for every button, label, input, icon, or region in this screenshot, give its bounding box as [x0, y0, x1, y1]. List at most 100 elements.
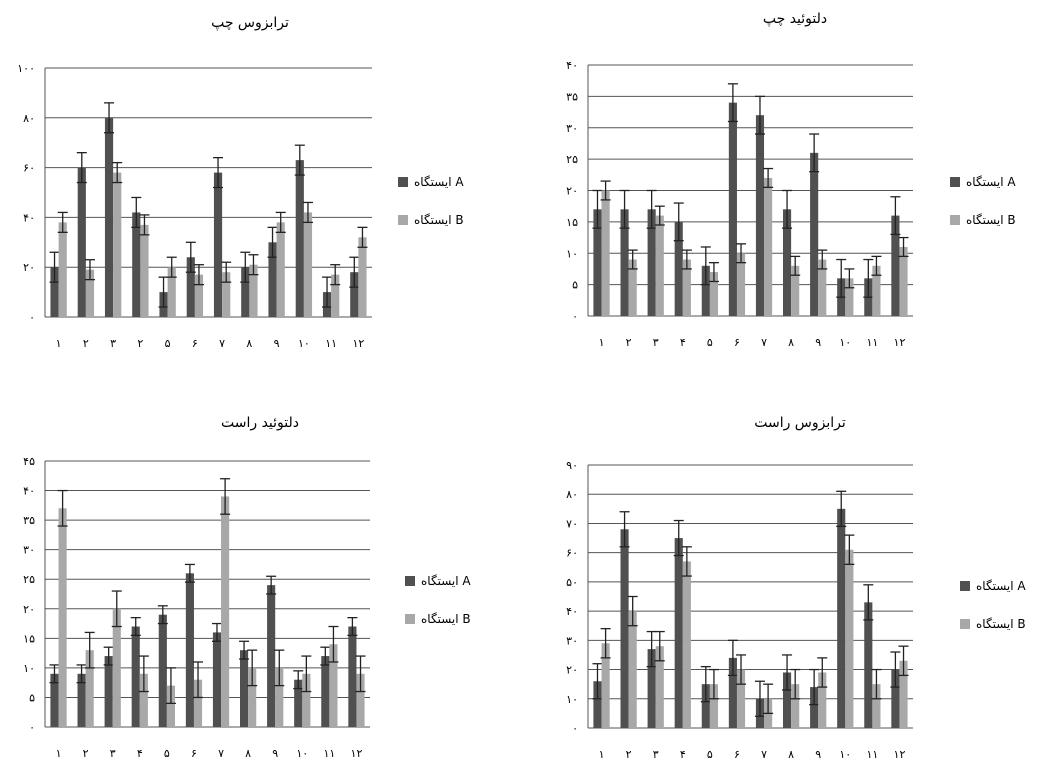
x-tick-label: ۷ [761, 748, 767, 761]
x-tick-label: ۸ [245, 747, 251, 760]
y-tick-label: ۲۰ [566, 185, 578, 198]
x-tick-label: ۹ [815, 748, 821, 761]
y-tick-label: ۳۵ [23, 514, 35, 527]
bar [194, 274, 204, 317]
bar [275, 667, 284, 727]
y-tick-label: ۱۵ [23, 632, 35, 645]
bar [872, 265, 881, 316]
bar [140, 224, 149, 317]
y-tick-label: ۱۰ [566, 247, 578, 260]
legend-swatch [398, 177, 408, 187]
x-tick-label: ۱ [56, 747, 62, 760]
bar [240, 650, 249, 727]
bar [329, 644, 338, 727]
legend-swatch [960, 581, 970, 591]
bar [655, 646, 664, 728]
y-tick-label: ۳۰ [566, 634, 578, 647]
bar [845, 278, 854, 316]
y-tick-label: ۰ [29, 721, 35, 734]
x-tick-label: ۵ [165, 337, 171, 350]
bar [267, 585, 276, 727]
bar [818, 672, 827, 728]
y-tick-label: ۵ [29, 691, 35, 704]
bar [276, 222, 285, 317]
y-tick-label: ۱۰۰ [17, 62, 35, 75]
x-tick-label: ۳ [110, 337, 116, 350]
chart-title: دلتوئید چپ [763, 11, 827, 27]
x-tick-label: ۱۲ [351, 747, 363, 760]
bar [167, 267, 176, 317]
y-tick-label: ۰ [29, 311, 35, 324]
x-tick-label: ۲ [83, 337, 89, 350]
y-tick-label: ۷۰ [566, 517, 578, 530]
x-tick-label: ۹ [815, 336, 821, 349]
x-tick-label: ۱۰ [298, 337, 310, 350]
x-tick-label: ۱۱ [323, 747, 335, 760]
bar [891, 669, 900, 728]
bar [348, 626, 357, 727]
bar [294, 679, 303, 727]
bar [682, 561, 691, 728]
x-tick-label: ۳ [653, 748, 659, 761]
x-tick-label: ۱۰ [839, 336, 851, 349]
x-tick-label: ۶ [734, 336, 740, 349]
bar [837, 508, 846, 728]
x-tick-label: ۴ [137, 747, 143, 760]
legend-swatch [950, 215, 960, 225]
bar [303, 212, 313, 317]
y-tick-label: ۶۰ [23, 162, 35, 175]
x-tick-label: ۲ [626, 748, 632, 761]
legend-swatch [960, 619, 970, 629]
x-tick-label: ۶ [734, 748, 740, 761]
bar [628, 259, 637, 316]
y-tick-label: ۳۰ [23, 544, 35, 557]
bar [709, 684, 718, 728]
bar [268, 242, 277, 317]
x-tick-label: ۱۱ [866, 336, 878, 349]
bar [321, 656, 330, 727]
chart-title: دلتوئید راست [221, 415, 299, 431]
legend-label: ایستگاه B [976, 617, 1026, 631]
bar [85, 650, 94, 727]
y-tick-label: ۱۵ [566, 216, 578, 229]
legend-swatch [405, 614, 415, 624]
legend-label: ایستگاه A [421, 574, 471, 588]
bar [674, 221, 683, 316]
legend-swatch [950, 177, 960, 187]
legend-swatch [398, 215, 408, 225]
bar [58, 222, 67, 317]
bar [709, 272, 718, 316]
bar [728, 102, 737, 317]
y-tick-label: ۱۰ [23, 662, 35, 675]
bar [783, 672, 792, 728]
x-tick-label: ۲ [137, 337, 143, 350]
bar [249, 264, 258, 317]
bar [620, 209, 629, 316]
bar [899, 660, 908, 728]
x-tick-label: ۸ [788, 748, 794, 761]
bar [791, 684, 800, 728]
x-tick-label: ۹ [272, 747, 278, 760]
legend-swatch [405, 576, 415, 586]
bar [85, 269, 95, 317]
bar [655, 215, 664, 316]
bar [112, 608, 121, 727]
bar [620, 529, 629, 728]
bar [132, 212, 141, 317]
bar [50, 673, 59, 727]
legend-label: ایستگاه A [976, 579, 1026, 593]
x-tick-label: ۸ [246, 337, 252, 350]
x-tick-label: ۱۱ [866, 748, 878, 761]
y-tick-label: ۲۵ [23, 573, 35, 586]
bar [593, 209, 602, 316]
x-tick-label: ۲ [626, 336, 632, 349]
x-tick-label: ۷ [219, 337, 225, 350]
x-tick-label: ۱۰ [296, 747, 308, 760]
y-tick-label: ۳۵ [566, 90, 578, 103]
bar [701, 265, 710, 316]
y-tick-label: ۸۰ [566, 488, 578, 501]
x-tick-label: ۳ [110, 747, 116, 760]
x-tick-label: ۱۱ [325, 337, 337, 350]
